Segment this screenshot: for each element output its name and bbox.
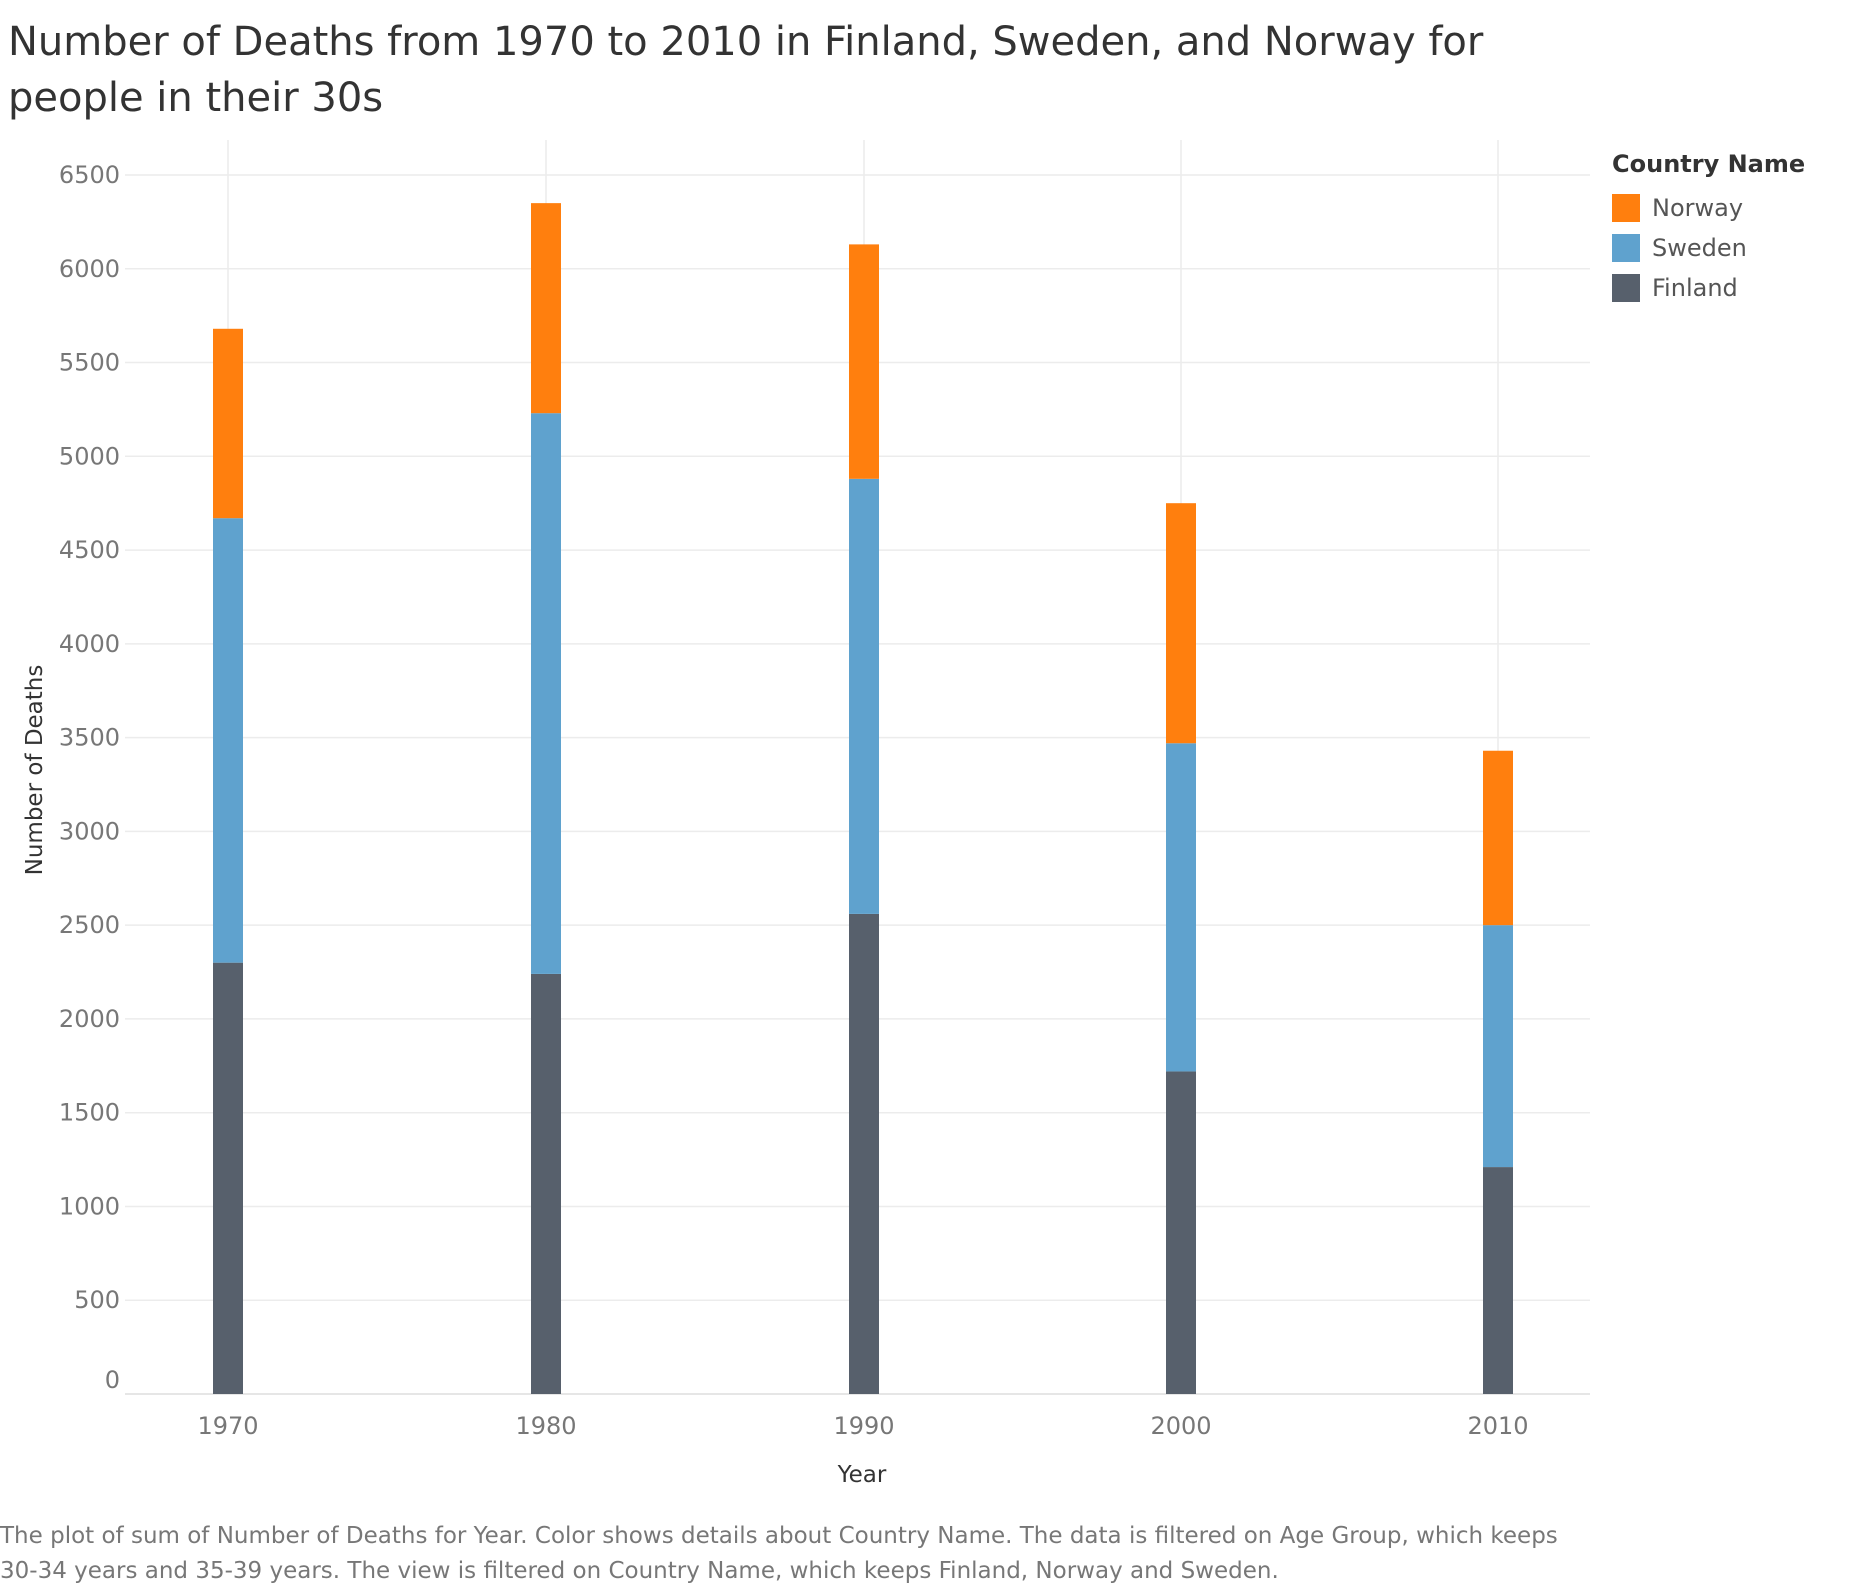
y-tick-label: 2500 xyxy=(59,911,120,939)
bar-finland-1980[interactable] xyxy=(531,973,561,1394)
x-tick-label: 2000 xyxy=(1150,1412,1211,1440)
bars xyxy=(213,203,1513,1394)
y-axis-label: Number of Deaths xyxy=(22,665,48,876)
bar-norway-1970[interactable] xyxy=(213,328,243,519)
y-tick-label: 4500 xyxy=(59,536,120,564)
legend-label: Sweden xyxy=(1652,234,1747,262)
y-tick-label: 5500 xyxy=(59,349,120,377)
x-tick-label: 2010 xyxy=(1467,1412,1528,1440)
legend: Country Name Norway Sweden Finland xyxy=(1612,150,1862,308)
bar-finland-2000[interactable] xyxy=(1166,1071,1196,1394)
bar-sweden-1970[interactable] xyxy=(213,518,243,963)
bar-norway-1990[interactable] xyxy=(849,244,879,479)
x-tick-label: 1980 xyxy=(515,1412,576,1440)
legend-label: Finland xyxy=(1652,274,1738,302)
x-axis-label: Year xyxy=(837,1462,887,1488)
bar-norway-2000[interactable] xyxy=(1166,503,1196,744)
chart-title: Number of Deaths from 1970 to 2010 in Fi… xyxy=(8,19,1484,121)
legend-swatch xyxy=(1612,234,1640,262)
y-tick-label: 3500 xyxy=(59,724,120,752)
bar-sweden-1990[interactable] xyxy=(849,478,879,914)
legend-swatch xyxy=(1612,274,1640,302)
y-tick-label: 1500 xyxy=(59,1099,120,1127)
bar-norway-1980[interactable] xyxy=(531,203,561,414)
y-tick-label: 1000 xyxy=(59,1192,120,1220)
bar-finland-1970[interactable] xyxy=(213,962,243,1394)
y-tick-label: 6500 xyxy=(59,161,120,189)
bar-norway-2010[interactable] xyxy=(1483,750,1513,926)
bar-finland-2010[interactable] xyxy=(1483,1167,1513,1394)
y-tick-label: 500 xyxy=(74,1286,120,1314)
y-tick-label: 2000 xyxy=(59,1005,120,1033)
legend-label: Norway xyxy=(1652,194,1744,222)
legend-item-finland[interactable]: Finland xyxy=(1612,268,1862,308)
bar-sweden-2010[interactable] xyxy=(1483,925,1513,1168)
y-tick-label: 6000 xyxy=(59,255,120,283)
legend-item-sweden[interactable]: Sweden xyxy=(1612,228,1862,268)
y-tick-label: 5000 xyxy=(59,442,120,470)
bar-finland-1990[interactable] xyxy=(849,913,879,1394)
x-axis-ticks: 1970 1980 1990 2000 2010 xyxy=(197,1412,1528,1440)
x-tick-label: 1970 xyxy=(197,1412,258,1440)
bar-sweden-1980[interactable] xyxy=(531,413,561,974)
y-axis-ticks: 0 500 1000 1500 2000 2500 3000 3500 4000 4500 5000… xyxy=(59,161,120,1394)
chart-caption: The plot of sum of Number of Deaths for … xyxy=(0,1523,1558,1584)
bar-sweden-2000[interactable] xyxy=(1166,743,1196,1072)
legend-title: Country Name xyxy=(1612,150,1806,178)
y-tick-label: 4000 xyxy=(59,630,120,658)
y-tick-label: 3000 xyxy=(59,817,120,845)
legend-item-norway[interactable]: Norway xyxy=(1612,188,1862,228)
x-tick-label: 1990 xyxy=(833,1412,894,1440)
legend-swatch xyxy=(1612,194,1640,222)
y-tick-label: 0 xyxy=(105,1366,120,1394)
chart-plot: 0 500 1000 1500 2000 2500 3000 3500 4000 4500 5000… xyxy=(22,140,1590,1488)
